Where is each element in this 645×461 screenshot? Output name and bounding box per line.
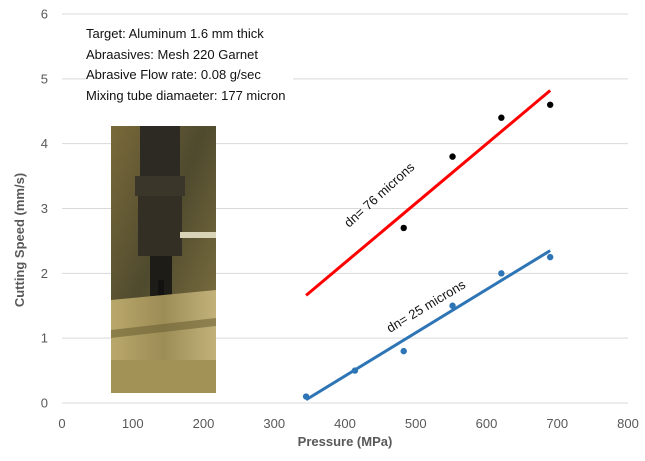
x-tick-8: 800 bbox=[617, 416, 639, 431]
x-tick-labels: 0 100 200 300 400 500 600 700 800 bbox=[58, 416, 638, 431]
flow-rate-line: Abrasive Flow rate: 0.08 g/sec bbox=[86, 67, 261, 82]
x-tick-1: 100 bbox=[122, 416, 144, 431]
point-s1-1 bbox=[351, 367, 359, 374]
point-s1-5 bbox=[546, 253, 554, 261]
trend-line-1 bbox=[305, 249, 551, 402]
point-s0-1 bbox=[449, 153, 456, 160]
series-label-76: dn= 76 microns bbox=[341, 159, 418, 230]
experiment-conditions: Target: Aluminum 1.6 mm thick Abraasives… bbox=[86, 22, 294, 108]
point-s1-3 bbox=[449, 302, 456, 309]
x-tick-6: 600 bbox=[476, 416, 498, 431]
data-points bbox=[302, 101, 554, 400]
y-tick-0: 0 bbox=[41, 396, 48, 411]
point-s0-2 bbox=[498, 114, 505, 121]
trend-lines bbox=[305, 89, 552, 402]
point-s1-2 bbox=[400, 347, 407, 355]
x-axis-title: Pressure (MPa) bbox=[298, 434, 393, 449]
x-tick-2: 200 bbox=[193, 416, 215, 431]
x-tick-0: 0 bbox=[58, 416, 65, 431]
mixing-tube-line: Mixing tube diamaeter: 177 micron bbox=[86, 87, 286, 103]
point-s1-0 bbox=[302, 393, 310, 400]
point-s1-4 bbox=[498, 270, 505, 277]
point-s0-3 bbox=[546, 101, 554, 108]
y-tick-1: 1 bbox=[41, 331, 48, 346]
waterjet-photo bbox=[111, 126, 216, 393]
y-axis-title: Cutting Speed (mm/s) bbox=[12, 173, 27, 307]
abrasive-line: Abraasives: Mesh 220 Garnet bbox=[86, 46, 258, 62]
y-tick-2: 2 bbox=[41, 266, 48, 281]
x-tick-4: 400 bbox=[334, 416, 356, 431]
trend-line-0 bbox=[305, 89, 552, 297]
x-tick-7: 700 bbox=[546, 416, 568, 431]
x-tick-5: 500 bbox=[405, 416, 427, 431]
target-line: Target: Aluminum 1.6 mm thick bbox=[86, 26, 264, 41]
y-tick-3: 3 bbox=[41, 201, 48, 216]
point-s0-0 bbox=[400, 224, 407, 232]
y-tick-6: 6 bbox=[41, 7, 48, 22]
y-tick-5: 5 bbox=[41, 71, 48, 86]
y-tick-4: 4 bbox=[41, 136, 48, 151]
x-tick-3: 300 bbox=[263, 416, 285, 431]
y-tick-labels: 0 1 2 3 4 5 6 bbox=[41, 7, 48, 411]
